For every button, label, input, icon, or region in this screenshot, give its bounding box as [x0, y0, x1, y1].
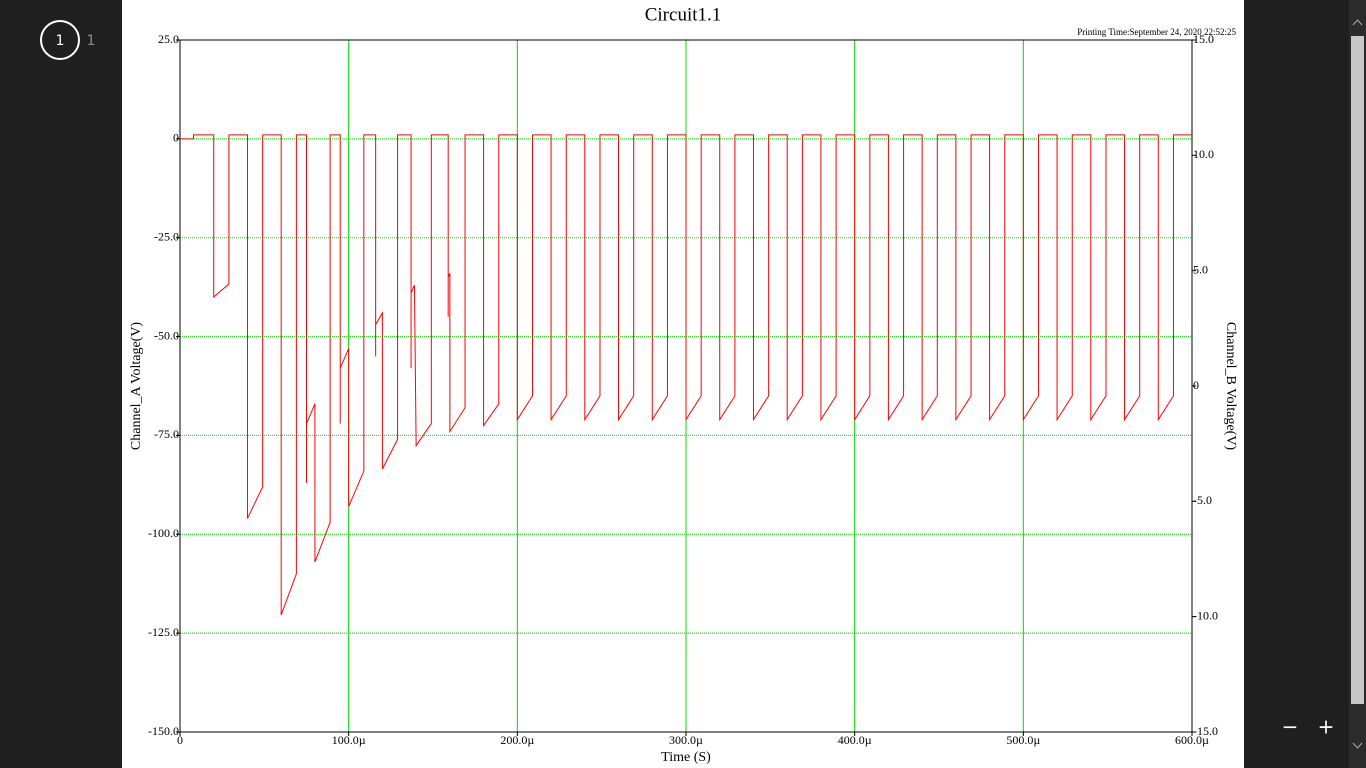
y-axis-label: Channel_A Voltage(V)	[129, 322, 144, 451]
page-count: 1	[87, 33, 96, 49]
zoom-out[interactable]: −	[1282, 715, 1299, 739]
y2-tick-label: 5.0	[1193, 262, 1208, 276]
y-tick-label: -25.0	[154, 229, 179, 243]
x-tick-label: 600.0µ	[1175, 733, 1209, 747]
print-time: Printing Time:September 24, 2020 22:52:2…	[1077, 27, 1236, 37]
zoom-in[interactable]: +	[1318, 715, 1335, 739]
current-page: 1	[56, 33, 65, 49]
y2-tick-label: 15.0	[1193, 32, 1214, 46]
scroll-arrows[interactable]	[1352, 19, 1363, 749]
x-tick-label: 400.0µ	[838, 733, 872, 747]
y2-tick-label: 10.0	[1193, 147, 1214, 161]
y-tick-label: 25.0	[158, 32, 179, 46]
y2-tick-label: -5.0	[1193, 493, 1212, 507]
x-tick-label: 500.0µ	[1006, 733, 1040, 747]
x-tick-label: 0	[177, 733, 183, 747]
y-tick-label: -100.0	[148, 526, 179, 540]
pdf-page	[122, 0, 1244, 768]
y2-tick-label: -15.0	[1193, 724, 1218, 738]
series-line	[180, 134, 1192, 616]
x-tick-label: 200.0µ	[500, 733, 534, 747]
y2-tick-label: 0	[1193, 378, 1199, 392]
y-tick-label: -75.0	[154, 427, 179, 441]
y-tick-label: 0	[173, 131, 179, 145]
y-tick-label: -150.0	[148, 724, 179, 738]
x-tick-label: 100.0µ	[332, 733, 366, 747]
page-indicator[interactable]	[40, 20, 80, 60]
x-tick-label: 300.0µ	[669, 733, 703, 747]
y2-tick-label: -10.0	[1193, 608, 1218, 622]
x-axis-label: Time (S)	[661, 750, 711, 765]
y2-axis-label: Channel_B Voltage(V)	[1223, 322, 1238, 451]
plot-frame	[179, 39, 1193, 733]
y-tick-label: -50.0	[154, 328, 179, 342]
y-tick-label: -125.0	[148, 625, 179, 639]
scrollbar-thumb[interactable]	[1351, 36, 1364, 704]
chart-title: Circuit1.1	[645, 4, 722, 25]
